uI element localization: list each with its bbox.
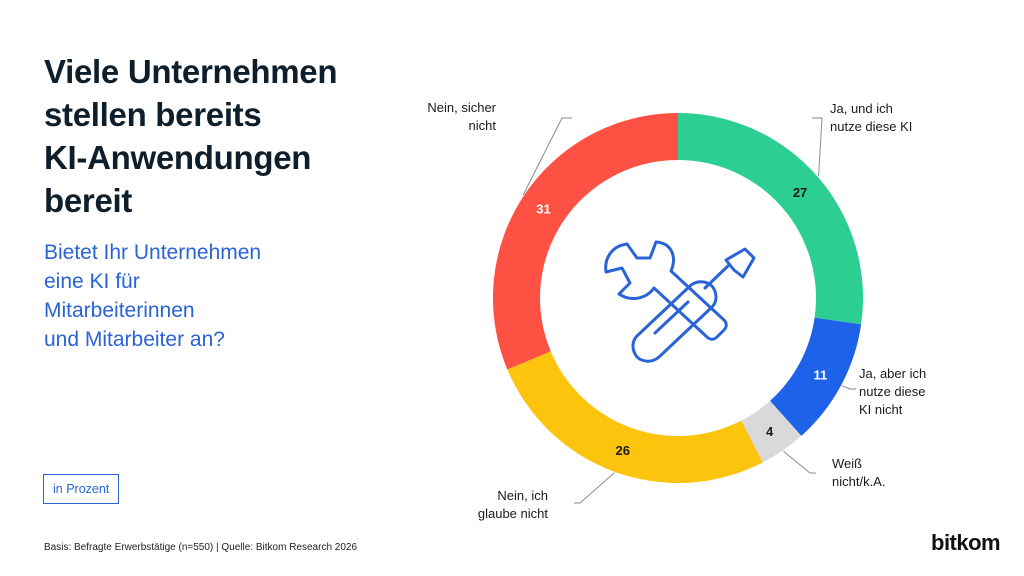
leader-line: [812, 117, 823, 177]
slice-value-label: 31: [536, 202, 550, 217]
chart-title: Viele Unternehmen stellen bereits KI-Anw…: [44, 50, 384, 222]
wrench-screwdriver-icon: [604, 240, 756, 363]
question-line: eine KI für: [44, 270, 140, 293]
slice: [492, 113, 678, 370]
slice-value-label: 4: [766, 424, 774, 439]
question-line: Bietet Ihr Unternehmen: [44, 241, 262, 264]
slice: [507, 351, 763, 484]
leader-line: [841, 385, 856, 390]
category-labels: Ja, und ich nutze diese KI Ja, aber ich nut…: [427, 100, 926, 521]
slice-category-label: Nein, ich glaube nicht: [478, 488, 548, 521]
value-labels: 27 11 4 26 31: [536, 185, 827, 458]
survey-question: Bietet Ihr Unternehmen eine KI für Mitar…: [44, 238, 364, 354]
source-note: Basis: Befragte Erwerbstätige (n=550) | …: [44, 542, 358, 553]
slice-category-label: Nein, sicher nicht: [427, 100, 496, 133]
leader-lines: [522, 117, 856, 504]
leader-line: [783, 450, 816, 474]
question-line: Mitarbeiterinnen: [44, 299, 195, 322]
slice-category-label: Weiß nicht/k.A.: [832, 456, 885, 489]
slice-value-label: 26: [616, 443, 630, 458]
title-line: stellen bereits: [44, 96, 262, 133]
slice-value-label: 27: [793, 185, 807, 200]
leader-line: [574, 472, 615, 504]
title-line: bereit: [44, 182, 133, 219]
title-line: KI-Anwendungen: [44, 139, 312, 176]
chart-slices: [492, 113, 863, 484]
title-line: Viele Unternehmen: [44, 53, 338, 90]
question-line: und Mitarbeiter an?: [44, 328, 225, 351]
leader-line: [522, 117, 572, 196]
slice-category-label: Ja, und ich nutze diese KI: [830, 101, 912, 134]
slice-value-label: 11: [813, 367, 827, 382]
slice: [678, 113, 863, 325]
slice: [770, 317, 862, 436]
slice-category-label: Ja, aber ich nutze diese KI nicht: [859, 366, 926, 417]
slice: [741, 400, 802, 463]
unit-badge: in Prozent: [43, 474, 120, 504]
bitkom-logo: bitkom: [931, 530, 1001, 555]
